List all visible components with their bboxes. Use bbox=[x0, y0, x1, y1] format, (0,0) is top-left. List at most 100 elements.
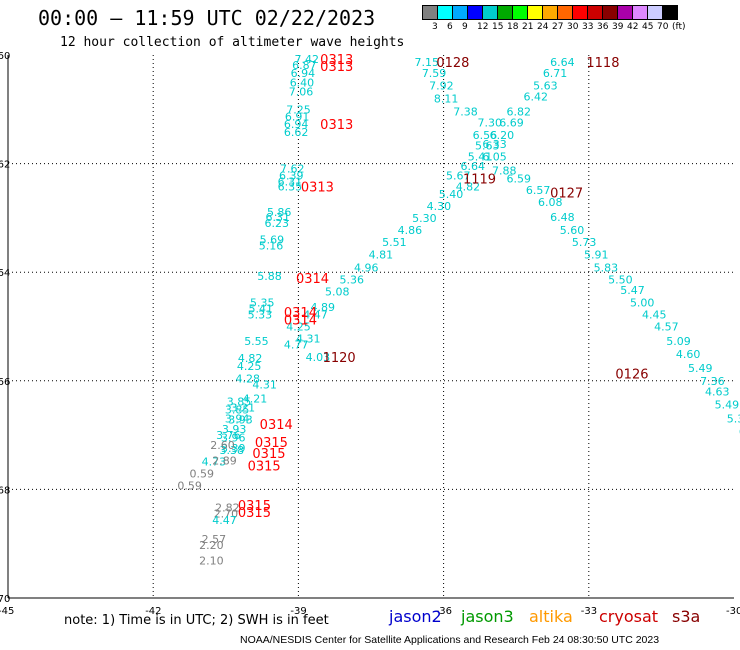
data-point-label: 3.39 bbox=[221, 442, 246, 455]
data-point-label: 5.50 bbox=[608, 273, 633, 286]
data-point-label: 4.25 bbox=[237, 360, 262, 373]
data-point-label: 4.82 bbox=[238, 352, 263, 365]
data-point-label: 6.31 bbox=[265, 211, 290, 224]
data-point-label: 6.94 bbox=[291, 67, 316, 80]
data-point-label: 5.69 bbox=[260, 234, 285, 247]
data-point-label: 2.82 bbox=[215, 501, 240, 514]
satellite-label-jason3: jason3 bbox=[461, 607, 514, 626]
time-label: 0315 bbox=[238, 506, 271, 521]
data-point-label: 5.35 bbox=[250, 297, 275, 310]
legend-label-4: 15 bbox=[492, 22, 504, 32]
data-point-label: 3.21 bbox=[231, 401, 256, 414]
data-point-label: 5.63 bbox=[533, 79, 558, 92]
data-point-label: 5.00 bbox=[630, 297, 655, 310]
x-tick-label: -30 bbox=[726, 606, 740, 617]
time-label: 1118 bbox=[586, 56, 619, 71]
legend-label-11: 36 bbox=[597, 22, 609, 32]
data-point-label: 4.82 bbox=[456, 180, 481, 193]
data-point-label: 5.41 bbox=[468, 151, 493, 164]
data-point-label: 5.67 bbox=[446, 170, 471, 183]
data-point-label: 3.85 bbox=[227, 395, 252, 408]
y-tick-label: -62 bbox=[0, 160, 10, 171]
data-point-label: 6.42 bbox=[523, 90, 548, 103]
data-point-label: 6.05 bbox=[482, 151, 507, 164]
legend-label-3: 12 bbox=[477, 22, 489, 32]
data-point-label: 2.57 bbox=[202, 533, 227, 546]
time-label: 0313 bbox=[301, 180, 334, 195]
y-tick-label: -66 bbox=[0, 377, 10, 388]
x-tick-label: -39 bbox=[290, 606, 306, 617]
time-label: 0313 bbox=[320, 60, 353, 75]
data-point-label: 5.49 bbox=[715, 399, 740, 412]
data-point-label: 4.60 bbox=[676, 348, 701, 361]
data-point-label: 5.47 bbox=[620, 284, 645, 297]
data-point-label: 2.89 bbox=[212, 455, 237, 468]
time-label: 0127 bbox=[550, 186, 583, 201]
legend-label-12: 39 bbox=[612, 22, 624, 32]
data-point-label: 5.16 bbox=[259, 240, 284, 253]
data-point-label: 5.83 bbox=[594, 261, 619, 274]
time-label: 0314 bbox=[260, 418, 293, 433]
legend-label-9: 30 bbox=[567, 22, 579, 32]
data-point-label: 7.06 bbox=[289, 85, 314, 98]
data-point-label: 2.60 bbox=[210, 439, 235, 452]
data-point-label: 7.92 bbox=[429, 79, 454, 92]
data-point-label: 3.38 bbox=[220, 444, 245, 457]
data-point-label: 5.35 bbox=[727, 412, 740, 425]
data-point-label: 4.31 bbox=[252, 379, 276, 392]
x-tick-label: -33 bbox=[581, 606, 597, 617]
legend-label-14: 45 bbox=[642, 22, 654, 32]
data-point-label: 0.59 bbox=[190, 468, 215, 481]
data-point-label: 7.88 bbox=[492, 165, 517, 178]
legend-label-5: 18 bbox=[507, 22, 519, 32]
data-point-label: 6.59 bbox=[507, 172, 532, 185]
data-point-label: 4.81 bbox=[369, 248, 394, 261]
data-point-label: 6.64 bbox=[550, 56, 575, 69]
data-point-label: 4.21 bbox=[243, 393, 267, 406]
data-point-label: 4.30 bbox=[427, 200, 452, 213]
data-point-label: 5.33 bbox=[248, 309, 273, 322]
satellite-label-jason2: jason2 bbox=[389, 607, 442, 626]
data-point-label: 5.60 bbox=[560, 224, 585, 237]
time-label: 0314 bbox=[284, 306, 317, 321]
data-point-label: 5.86 bbox=[267, 206, 292, 219]
data-point-label: 6.33 bbox=[482, 138, 507, 151]
data-point-label: 5.91 bbox=[584, 248, 609, 261]
legend-label-16: (ft) bbox=[672, 22, 686, 32]
data-point-label: 6.91 bbox=[285, 110, 310, 123]
data-point-label: 5.30 bbox=[412, 212, 437, 225]
data-point-label: 6.94 bbox=[284, 118, 309, 131]
data-point-label: 5.40 bbox=[439, 188, 464, 201]
data-point-label: 7.59 bbox=[422, 67, 447, 80]
note-text: note: 1) Time is in UTC; 2) SWH is in fe… bbox=[64, 613, 329, 628]
data-point-label: 3.93 bbox=[228, 413, 253, 426]
data-point-label: 6.35 bbox=[278, 180, 303, 193]
chart-subtitle: 12 hour collection of altimeter wave hei… bbox=[60, 35, 405, 50]
time-label: 0313 bbox=[320, 118, 353, 133]
data-point-label: 3.85 bbox=[225, 404, 250, 417]
data-point-label: 6.31 bbox=[278, 176, 303, 189]
data-point-label: 8.11 bbox=[434, 92, 459, 105]
data-point-label: 6.08 bbox=[538, 196, 563, 209]
time-label: 0315 bbox=[238, 499, 271, 514]
x-tick-label: -42 bbox=[145, 606, 161, 617]
data-point-label: 6.64 bbox=[461, 160, 486, 173]
data-point-label: 4.73 bbox=[202, 456, 227, 469]
data-point-label: 4.45 bbox=[642, 309, 667, 322]
data-point-label: 5.09 bbox=[666, 335, 691, 348]
data-point-label: 5.88 bbox=[257, 270, 282, 283]
time-label: 0126 bbox=[615, 368, 648, 383]
data-point-label: 5.55 bbox=[244, 335, 269, 348]
time-label: 0315 bbox=[252, 447, 285, 462]
time-label: 0315 bbox=[248, 460, 281, 475]
data-point-label: 3.96 bbox=[221, 431, 246, 444]
data-point-label: 7.25 bbox=[286, 103, 311, 116]
data-point-label: 5.63 bbox=[475, 140, 500, 153]
time-label: 1119 bbox=[463, 172, 496, 187]
data-point-label: 4.96 bbox=[354, 261, 379, 274]
data-point-label: 7.62 bbox=[280, 162, 305, 175]
data-point-label: 4.47 bbox=[212, 514, 237, 527]
legend-label-1: 6 bbox=[447, 22, 453, 32]
legend-label-10: 33 bbox=[582, 22, 594, 32]
data-point-label: 2.70 bbox=[214, 507, 239, 520]
